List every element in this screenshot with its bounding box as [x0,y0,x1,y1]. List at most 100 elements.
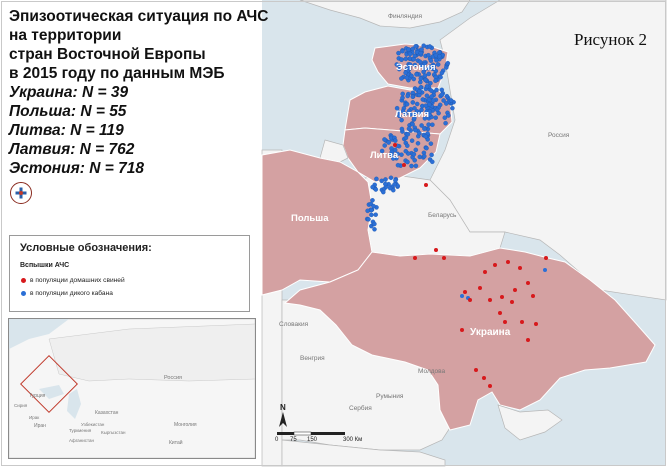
inset-label-turkmenistan: Туркмения [69,428,92,433]
wild-boar-outbreak-dot [439,70,445,76]
wild-boar-outbreak-dot [413,163,419,169]
wild-boar-outbreak-dot [372,227,377,232]
domestic-pig-outbreak-dot [531,294,535,298]
label-latvia: Латвия [395,109,429,120]
wild-boar-outbreak-dot [386,140,391,145]
wild-boar-outbreak-dot [435,62,441,67]
crimea-shape [497,404,563,441]
wild-boar-outbreak-dot [410,94,416,100]
wild-boar-outbreak-dot [414,101,420,107]
wild-boar-outbreak-dot [396,50,401,56]
wild-boar-outbreak-dot [424,93,430,98]
wild-boar-outbreak-dot [428,141,434,146]
wild-boar-outbreak-dot [388,175,394,181]
wild-boar-outbreak-dot [430,66,435,71]
map-title: Эпизоотическая ситуация по АЧС на террит… [9,7,268,178]
scale-tick-75: 75 [290,437,297,443]
wild-boar-outbreak-dot [437,53,442,59]
domestic-pig-outbreak-dot [434,248,438,252]
kaliningrad-shape [319,139,349,163]
domestic-pig-outbreak-dot [526,281,530,285]
wild-boar-outbreak-dot [426,71,432,77]
wild-boar-outbreak-dot [366,217,371,222]
wild-boar-outbreak-dot [372,221,377,227]
label-russia: Россия [548,132,570,139]
domestic-pig-outbreak-dot [506,260,510,264]
wild-boar-outbreak-dot [403,70,408,76]
inset-label-mongolia: Монголия [174,422,197,428]
wild-boar-outbreak-dot [407,62,413,67]
domestic-pig-outbreak-dot [500,295,504,299]
domestic-pig-outbreak-dot [478,286,482,290]
title-line: стран Восточной Европы [9,46,206,63]
organization-logo-icon [10,182,32,204]
wild-boar-outbreak-dot [403,111,408,117]
wild-boar-outbreak-dot [400,108,406,114]
wild-boar-outbreak-dot [421,69,426,75]
wild-boar-outbreak-dot [412,111,417,117]
legend-item-domestic-pigs: в популяции домашних свиней [21,277,125,284]
wild-boar-outbreak-dot [417,130,422,136]
wild-boar-outbreak-dot [417,59,423,65]
wild-boar-outbreak-dot [423,103,429,108]
label-slovakia: Словакия [279,321,309,328]
wild-boar-outbreak-dot [426,97,432,102]
inset-label-uzbekistan: Узбекистан [81,422,105,427]
wild-boar-outbreak-dot [443,120,448,126]
wild-boar-outbreak-dot [392,182,397,187]
wild-boar-outbreak-dot [446,113,451,118]
wild-boar-outbreak-dot [444,93,450,99]
south-land-shape-2 [281,439,446,467]
domestic-pig-outbreak-dot [468,298,472,302]
wild-boar-outbreak-dot [438,74,443,80]
stat-latvia: Латвия: N = 762 [9,141,135,158]
label-romania: Румыния [376,393,404,400]
wild-boar-outbreak-dot [409,138,415,143]
wild-boar-outbreak-dot [414,72,419,77]
wild-boar-outbreak-dot [422,153,427,159]
inset-label-kazakhstan: Казахстан [95,410,119,416]
wild-boar-outbreak-dot [379,148,385,154]
wild-boar-outbreak-dot [418,85,424,90]
wild-boar-outbreak-dot [399,57,404,62]
wild-boar-outbreak-dot [383,181,388,187]
wild-boar-outbreak-dot [419,123,424,128]
wild-boar-outbreak-dot [412,106,417,111]
map-legend: Условные обозначения: Вспышки АЧС в попу… [9,235,250,312]
stat-lithuania: Литва: N = 119 [9,122,124,139]
wild-boar-outbreak-dot [396,62,402,68]
wild-boar-outbreak-dot [405,93,410,99]
wild-boar-outbreak-dot [399,126,405,132]
label-moldova: Молдова [418,368,446,375]
north-label: N [280,403,286,412]
wild-boar-outbreak-dot [415,141,421,146]
inset-label-afghanistan: Афганистан [69,438,95,443]
domestic-pig-outbreak-dot [498,311,502,315]
title-line: в 2015 году по данным МЭБ [9,65,225,82]
wild-boar-outbreak-dot [412,158,417,163]
wild-boar-outbreak-dot [423,134,429,139]
wild-boar-outbreak-dot [403,148,409,154]
north-arrow-icon: N [279,403,287,427]
domestic-pig-outbreak-dot [442,256,446,260]
wild-boar-outbreak-dot [406,108,412,114]
domestic-pig-outbreak-dot [482,376,486,380]
wild-boar-outbreak-dot [369,212,374,218]
domestic-pig-outbreak-dot [488,384,492,388]
wild-boar-outbreak-dot [434,107,440,113]
blue-dot-icon [21,291,26,296]
wild-boar-outbreak-dot [434,87,439,93]
title-line: на территории [9,27,122,44]
wild-boar-outbreak-dot [392,147,398,153]
wild-boar-outbreak-dot [374,176,379,182]
domestic-pig-outbreak-dot [520,320,524,324]
domestic-pig-outbreak-dot [460,328,464,332]
wild-boar-outbreak-dot [405,132,411,137]
wild-boar-outbreak-dot [404,101,410,107]
wild-boar-outbreak-dot [413,127,418,133]
wild-boar-outbreak-dot [406,47,411,52]
wild-boar-outbreak-dot [419,47,424,52]
inset-black-sea [39,385,64,399]
wild-boar-outbreak-dot [395,162,401,168]
